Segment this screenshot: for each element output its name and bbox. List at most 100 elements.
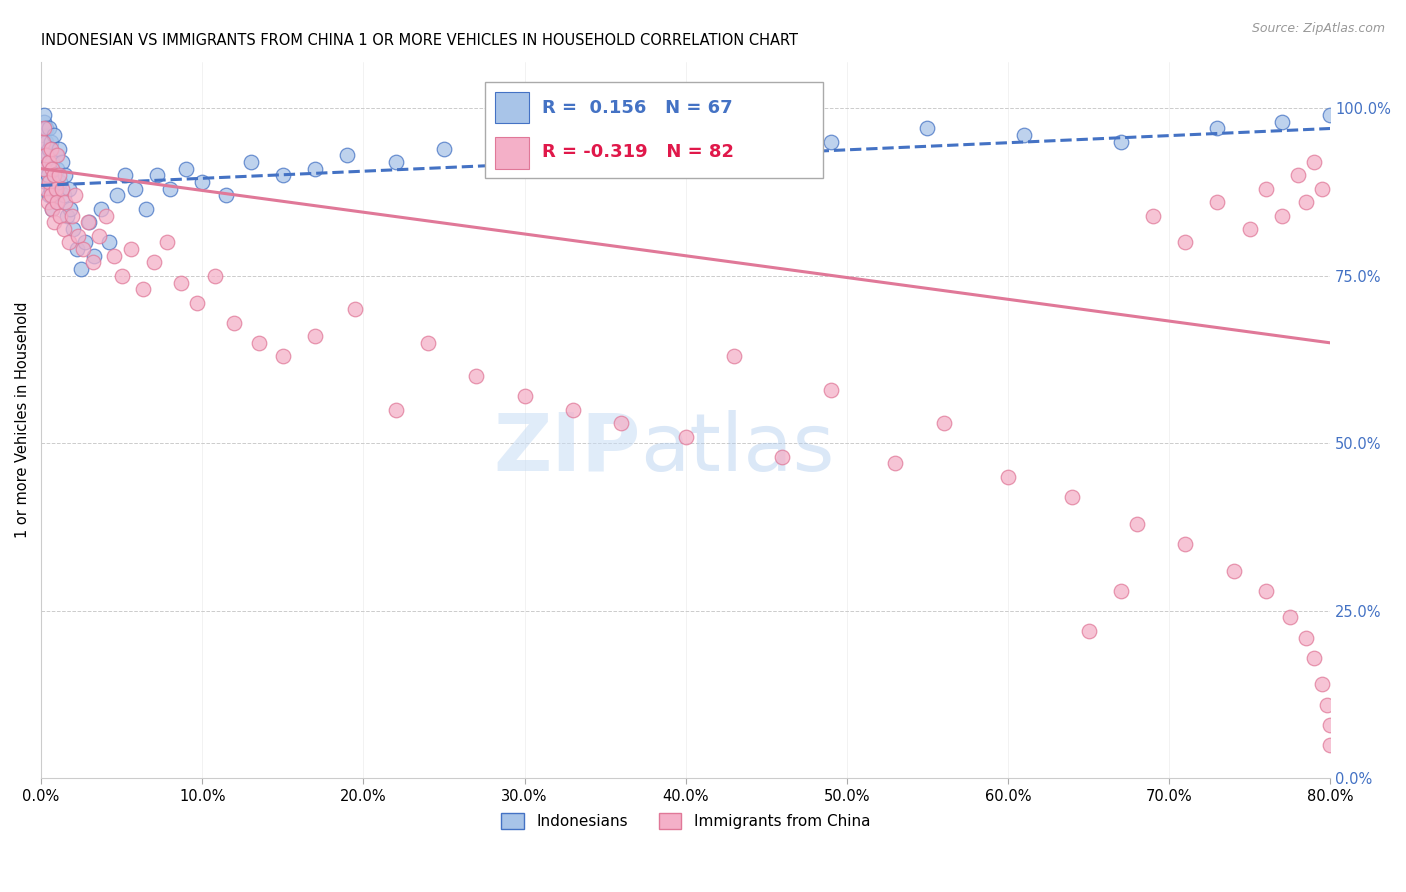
Point [561, 402, 583, 417]
Point [34, 161, 56, 176]
Point [46, 161, 69, 176]
Point [35, 182, 58, 196]
Point [38, 142, 60, 156]
Point [1286, 169, 1309, 183]
Point [41, 161, 63, 176]
Point [34, 161, 56, 176]
Point [38, 175, 60, 189]
Point [465, 369, 488, 384]
Text: R =  0.156   N = 67: R = 0.156 N = 67 [543, 99, 733, 117]
Point [59, 202, 82, 216]
FancyBboxPatch shape [485, 82, 823, 178]
Point [49, 209, 72, 223]
Point [105, 188, 128, 202]
Point [1206, 195, 1229, 210]
Point [76, 215, 98, 229]
Point [917, 121, 939, 136]
Point [60, 209, 83, 223]
Point [1254, 182, 1277, 196]
Point [1109, 583, 1132, 598]
Point [1316, 698, 1339, 712]
Point [124, 182, 146, 196]
Point [610, 416, 633, 430]
FancyBboxPatch shape [495, 137, 529, 169]
Point [1174, 537, 1197, 551]
Point [51, 182, 73, 196]
Point [1077, 624, 1099, 638]
Point [37, 195, 59, 210]
Point [46, 195, 69, 210]
Point [52, 188, 75, 202]
Point [53, 195, 76, 210]
Point [53, 169, 76, 183]
Point [65, 242, 87, 256]
Point [48, 169, 70, 183]
Point [114, 169, 136, 183]
Point [39, 135, 62, 149]
Point [675, 429, 697, 443]
Point [384, 402, 406, 417]
Point [513, 389, 536, 403]
Point [34, 121, 56, 136]
Point [1303, 155, 1326, 169]
Point [247, 335, 270, 350]
Point [39, 182, 62, 196]
Point [1319, 717, 1341, 731]
Point [111, 268, 134, 283]
Point [45, 148, 67, 162]
Point [39, 142, 62, 156]
Point [51, 155, 73, 169]
Point [41, 202, 63, 216]
Point [1295, 195, 1317, 210]
Point [643, 142, 665, 156]
Point [224, 316, 246, 330]
Point [191, 175, 214, 189]
Point [142, 255, 165, 269]
Point [67, 228, 90, 243]
Point [159, 182, 181, 196]
Point [1239, 222, 1261, 236]
Point [38, 155, 60, 169]
Point [186, 295, 208, 310]
Point [174, 161, 197, 176]
Point [1254, 583, 1277, 598]
Point [94, 209, 117, 223]
Point [820, 383, 842, 397]
Point [82, 255, 104, 269]
Point [35, 175, 58, 189]
Point [63, 188, 86, 202]
Point [271, 169, 294, 183]
Point [56, 209, 79, 223]
Point [35, 135, 58, 149]
Point [1303, 650, 1326, 665]
Text: INDONESIAN VS IMMIGRANTS FROM CHINA 1 OR MORE VEHICLES IN HOUSEHOLD CORRELATION : INDONESIAN VS IMMIGRANTS FROM CHINA 1 OR… [41, 33, 799, 48]
Point [58, 235, 80, 250]
Point [83, 249, 105, 263]
Point [561, 135, 583, 149]
Point [1319, 738, 1341, 752]
Point [131, 282, 153, 296]
Point [1206, 121, 1229, 136]
FancyBboxPatch shape [495, 92, 529, 123]
Point [239, 155, 262, 169]
Point [42, 215, 65, 229]
Point [90, 202, 112, 216]
Point [1062, 490, 1084, 504]
Point [120, 242, 142, 256]
Point [1319, 108, 1341, 122]
Point [37, 169, 59, 183]
Point [336, 148, 359, 162]
Point [1310, 182, 1333, 196]
Point [45, 182, 67, 196]
Point [46, 148, 69, 162]
Point [42, 169, 65, 183]
Legend: Indonesians, Immigrants from China: Indonesians, Immigrants from China [495, 807, 876, 835]
Point [34, 115, 56, 129]
Point [820, 135, 842, 149]
Point [723, 128, 745, 143]
Y-axis label: 1 or more Vehicles in Household: 1 or more Vehicles in Household [15, 301, 30, 538]
Point [58, 182, 80, 196]
Point [48, 142, 70, 156]
Point [70, 262, 93, 277]
Point [498, 155, 520, 169]
